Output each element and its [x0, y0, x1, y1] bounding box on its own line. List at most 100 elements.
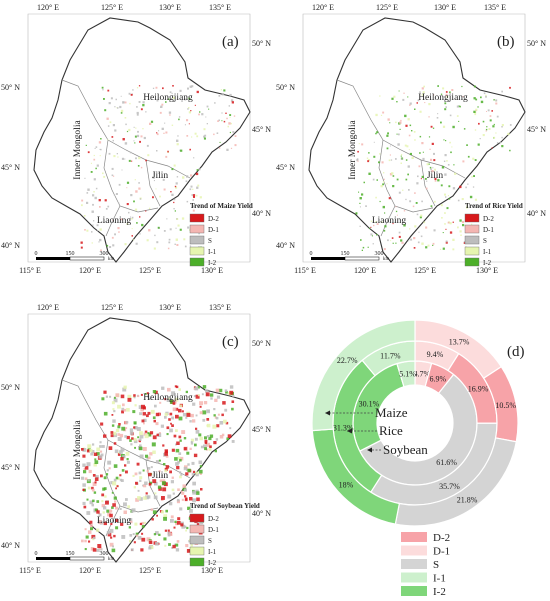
pixel-I-1	[375, 221, 377, 223]
right-tick-label: 45° N	[527, 125, 546, 134]
pixel-S	[417, 175, 419, 178]
pixel-I-1	[181, 217, 185, 220]
pixel-D-2	[178, 435, 182, 439]
pixel-S	[98, 454, 103, 459]
pixel-I-2	[168, 98, 170, 100]
pixel-D-1	[177, 488, 180, 491]
pixel-S	[145, 111, 147, 113]
pixel-I-2	[163, 516, 167, 521]
pixel-D-2	[167, 529, 170, 532]
pixel-I-2	[409, 152, 412, 156]
pixel-D-1	[185, 544, 189, 548]
pixel-D-2	[463, 242, 466, 244]
pixel-D-2	[120, 457, 124, 461]
scale-tick: 300	[375, 251, 384, 257]
ring-pointer-arrow	[325, 410, 330, 416]
pixel-S	[509, 124, 512, 126]
pixel-I-2	[480, 100, 484, 104]
pixel-D-2	[174, 385, 177, 388]
pixel-D-1	[100, 249, 102, 251]
pixel-D-1	[115, 393, 120, 398]
pixel-D-2	[84, 466, 89, 470]
donut-legend-swatch-I-1	[401, 572, 427, 583]
pixel-I-2	[139, 446, 143, 451]
pixel-S	[161, 127, 164, 130]
pixel-D-2	[110, 523, 113, 526]
pixel-I-1	[164, 469, 168, 473]
pixel-D-1	[99, 206, 101, 208]
pixel-D-1	[432, 242, 435, 245]
pixel-S	[187, 87, 189, 90]
pixel-S	[129, 534, 133, 537]
pixel-I-2	[414, 108, 416, 110]
pixel-S	[157, 433, 162, 437]
pixel-I-1	[93, 154, 95, 157]
pixel-D-1	[125, 427, 128, 429]
pixel-S	[161, 474, 163, 477]
pixel-S	[479, 138, 481, 140]
pixel-I-1	[103, 175, 106, 178]
pixel-I-2	[482, 120, 485, 123]
pixel-S	[112, 244, 115, 247]
pixel-I-1	[379, 153, 381, 155]
pixel-I-2	[179, 458, 182, 462]
pixel-S	[443, 160, 446, 162]
pixel-D-1	[83, 468, 86, 471]
pixel-I-1	[421, 242, 424, 245]
pixel-I-2	[203, 137, 206, 140]
pixel-S	[226, 148, 229, 151]
pixel-D-2	[92, 474, 96, 477]
pixel-D-2	[145, 210, 147, 212]
pixel-S	[119, 450, 123, 454]
pixel-I-2	[180, 149, 183, 152]
pixel-D-2	[94, 481, 97, 484]
pixel-I-1	[414, 225, 417, 228]
pixel-I-2	[113, 496, 117, 500]
pixel-S	[100, 148, 102, 151]
pixel-D-1	[93, 158, 96, 161]
pixel-I-2	[437, 179, 440, 182]
top-tick-label: 125° E	[101, 3, 123, 12]
pixel-I-2	[134, 422, 137, 425]
pixel-D-1	[106, 117, 109, 120]
pixel-D-2	[91, 486, 94, 490]
legend-swatch-D-1	[189, 524, 205, 534]
pixel-I-2	[83, 470, 87, 474]
pixel-I-2	[111, 506, 114, 509]
pixel-I-1	[150, 545, 154, 550]
pixel-S	[198, 168, 201, 171]
pixel-D-2	[164, 452, 168, 456]
top-tick-label: 120° E	[37, 303, 59, 312]
pixel-D-1	[81, 539, 84, 543]
pixel-S	[131, 216, 134, 219]
pixel-I-2	[440, 184, 443, 187]
pixel-I-1	[139, 476, 143, 480]
pixel-S	[214, 102, 216, 104]
pixel-I-2	[90, 171, 93, 173]
pixel-I-1	[454, 172, 457, 175]
pixel-S	[112, 139, 114, 142]
pixel-I-2	[452, 125, 455, 129]
pixel-S	[87, 188, 90, 191]
pixel-I-1	[419, 110, 422, 113]
pixel-D-2	[147, 411, 151, 415]
pixel-I-1	[87, 486, 91, 490]
pixel-S	[169, 91, 172, 93]
pixel-I-2	[229, 131, 231, 134]
pixel-I-1	[379, 95, 381, 97]
pixel-S	[173, 198, 176, 201]
province-border	[420, 159, 436, 207]
pixel-I-1	[126, 408, 130, 412]
pixel-I-1	[101, 500, 104, 503]
pixel-I-2	[199, 465, 203, 468]
pixel-I-2	[371, 235, 373, 237]
pixel-S	[82, 483, 86, 487]
pixel-D-1	[424, 102, 426, 104]
pixel-S	[130, 216, 132, 218]
pixel-I-1	[382, 181, 385, 183]
pixel-D-2	[161, 496, 165, 500]
pixel-S	[129, 151, 132, 154]
pixel-D-2	[193, 196, 195, 198]
pixel-I-2	[134, 142, 136, 144]
pixel-D-1	[98, 520, 102, 524]
